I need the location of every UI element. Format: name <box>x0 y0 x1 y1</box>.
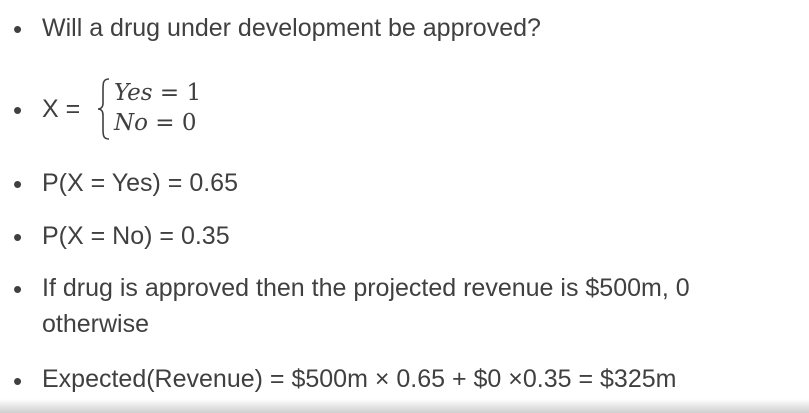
bullet-question: Will a drug under development be approve… <box>42 14 541 42</box>
case-yes-value: = 1 <box>152 80 202 106</box>
case-yes-var: Yes <box>114 80 153 106</box>
bullet-expected-revenue: Expected(Revenue) = $500m × 0.65 + $0 ×0… <box>42 365 677 393</box>
bullet-marker: • <box>13 366 23 396</box>
bullet-marker: • <box>13 169 23 199</box>
case-no-value: = 0 <box>147 110 197 136</box>
bullet-revenue-condition: If drug is approved then the projected r… <box>42 274 690 338</box>
bullet-marker: • <box>13 222 23 252</box>
bullet-prob-no: P(X = No) = 0.35 <box>42 222 230 250</box>
bottom-shadow <box>0 399 809 413</box>
bullet-marker: • <box>13 14 23 44</box>
piecewise-lhs: X = <box>42 95 81 123</box>
piecewise-cases: Yes = 1 No = 0 <box>114 78 201 138</box>
case-yes: Yes = 1 <box>114 78 201 108</box>
case-no-var: No <box>114 110 148 136</box>
bullet-marker: • <box>13 95 23 125</box>
bullet-marker: • <box>13 274 23 304</box>
case-no: No = 0 <box>114 108 201 138</box>
bullet-prob-yes: P(X = Yes) = 0.65 <box>42 169 238 197</box>
left-brace-icon <box>97 78 110 140</box>
